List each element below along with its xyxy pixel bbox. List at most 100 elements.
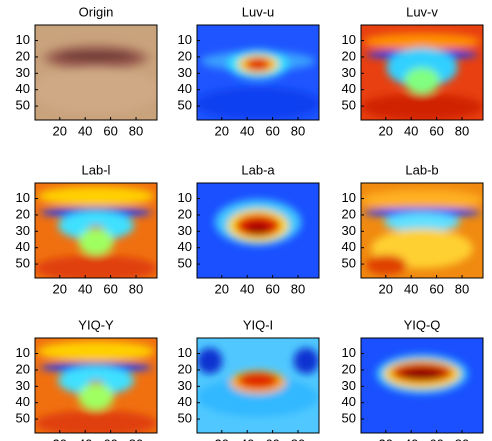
x-tick-label: 60 — [265, 436, 279, 441]
y-tick-label: 30 — [342, 223, 356, 238]
subplot-title: Luv-u — [242, 4, 275, 19]
subplot-title: Luv-v — [406, 4, 438, 19]
x-tick-label: 80 — [129, 281, 143, 296]
image — [194, 25, 321, 120]
x-tick-label: 60 — [429, 123, 443, 138]
subplot: Lab-b204060801020304050 — [342, 162, 483, 296]
x-tick-label: 60 — [103, 436, 117, 441]
image-blob — [361, 94, 483, 120]
image-blobs — [376, 354, 468, 393]
y-tick-label: 20 — [16, 361, 30, 376]
y-tick-label: 10 — [342, 345, 356, 360]
x-tick-label: 40 — [404, 436, 418, 441]
y-tick-label: 40 — [178, 394, 192, 409]
x-tick-label: 20 — [53, 123, 67, 138]
x-tick-label: 40 — [240, 123, 254, 138]
image — [361, 338, 483, 433]
y-tick-label: 10 — [16, 32, 30, 47]
y-tick-label: 20 — [342, 361, 356, 376]
y-tick-label: 10 — [342, 190, 356, 205]
image-blob — [361, 190, 483, 210]
x-tick-label: 80 — [291, 123, 305, 138]
y-tick-label: 10 — [16, 345, 30, 360]
image-blobs — [215, 199, 301, 245]
y-tick-label: 30 — [16, 378, 30, 393]
image-blob — [197, 348, 222, 374]
y-tick-label: 50 — [342, 256, 356, 271]
subplot-title: YIQ-I — [243, 317, 273, 332]
x-tick-label: 20 — [215, 281, 229, 296]
x-tick-label: 20 — [379, 123, 393, 138]
subplot-title: YIQ-Y — [78, 317, 114, 332]
x-tick-label: 20 — [379, 436, 393, 441]
y-tick-label: 20 — [16, 206, 30, 221]
image-blob — [35, 410, 157, 436]
x-tick-label: 80 — [291, 281, 305, 296]
x-tick-label: 20 — [215, 123, 229, 138]
y-tick-label: 20 — [178, 48, 192, 63]
image-blob — [32, 68, 159, 114]
image-blob — [294, 348, 319, 374]
image-blob — [245, 222, 270, 235]
y-tick-label: 40 — [178, 239, 192, 254]
y-tick-label: 10 — [178, 190, 192, 205]
x-tick-label: 20 — [215, 436, 229, 441]
y-tick-label: 40 — [178, 81, 192, 96]
x-tick-label: 80 — [455, 281, 469, 296]
y-tick-label: 50 — [16, 98, 30, 113]
y-tick-label: 30 — [342, 65, 356, 80]
y-tick-label: 20 — [16, 48, 30, 63]
subplot: YIQ-Y204060801020304050 — [16, 317, 157, 441]
x-tick-label: 20 — [379, 281, 393, 296]
image-blob — [404, 68, 440, 94]
y-tick-label: 40 — [16, 81, 30, 96]
subplot-title: Lab-b — [405, 162, 438, 177]
x-tick-label: 80 — [129, 436, 143, 441]
image — [361, 25, 483, 120]
x-tick-label: 60 — [103, 123, 117, 138]
x-tick-label: 40 — [240, 436, 254, 441]
x-tick-label: 60 — [429, 436, 443, 441]
y-tick-label: 50 — [16, 411, 30, 426]
y-tick-label: 10 — [342, 32, 356, 47]
y-tick-label: 50 — [178, 256, 192, 271]
figure: Origin204060801020304050Luv-u20406080102… — [0, 0, 492, 441]
y-tick-label: 50 — [178, 411, 192, 426]
x-tick-label: 60 — [265, 281, 279, 296]
image — [197, 338, 319, 433]
x-tick-label: 40 — [78, 281, 92, 296]
x-tick-label: 80 — [455, 123, 469, 138]
x-tick-label: 20 — [53, 281, 67, 296]
y-tick-label: 30 — [178, 65, 192, 80]
y-tick-label: 40 — [342, 239, 356, 254]
y-tick-label: 20 — [342, 206, 356, 221]
x-tick-label: 60 — [103, 281, 117, 296]
x-tick-label: 80 — [291, 436, 305, 441]
y-tick-label: 50 — [16, 256, 30, 271]
image-blob — [35, 255, 157, 281]
x-tick-label: 60 — [429, 281, 443, 296]
page: Origin204060801020304050Luv-u20406080102… — [0, 0, 492, 441]
image-blob — [194, 87, 321, 120]
image-blob — [38, 186, 155, 206]
x-tick-label: 80 — [129, 123, 143, 138]
y-tick-label: 50 — [178, 98, 192, 113]
image — [35, 338, 157, 436]
y-tick-label: 30 — [178, 378, 192, 393]
x-tick-label: 40 — [404, 123, 418, 138]
image — [35, 183, 157, 281]
x-tick-label: 60 — [265, 123, 279, 138]
image-blob — [402, 369, 443, 379]
x-tick-label: 40 — [78, 123, 92, 138]
y-tick-label: 30 — [178, 223, 192, 238]
y-tick-label: 40 — [16, 394, 30, 409]
image-blob — [245, 58, 270, 71]
subplot: YIQ-I204060801020304050 — [178, 317, 319, 441]
image-blob — [238, 372, 279, 388]
subplot-title: Origin — [79, 4, 114, 19]
